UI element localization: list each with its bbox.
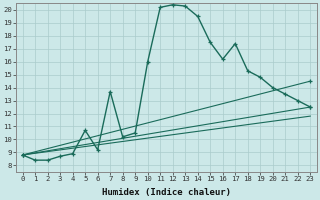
X-axis label: Humidex (Indice chaleur): Humidex (Indice chaleur) xyxy=(102,188,231,197)
